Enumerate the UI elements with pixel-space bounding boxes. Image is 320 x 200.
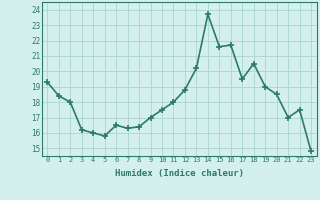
X-axis label: Humidex (Indice chaleur): Humidex (Indice chaleur) (115, 169, 244, 178)
